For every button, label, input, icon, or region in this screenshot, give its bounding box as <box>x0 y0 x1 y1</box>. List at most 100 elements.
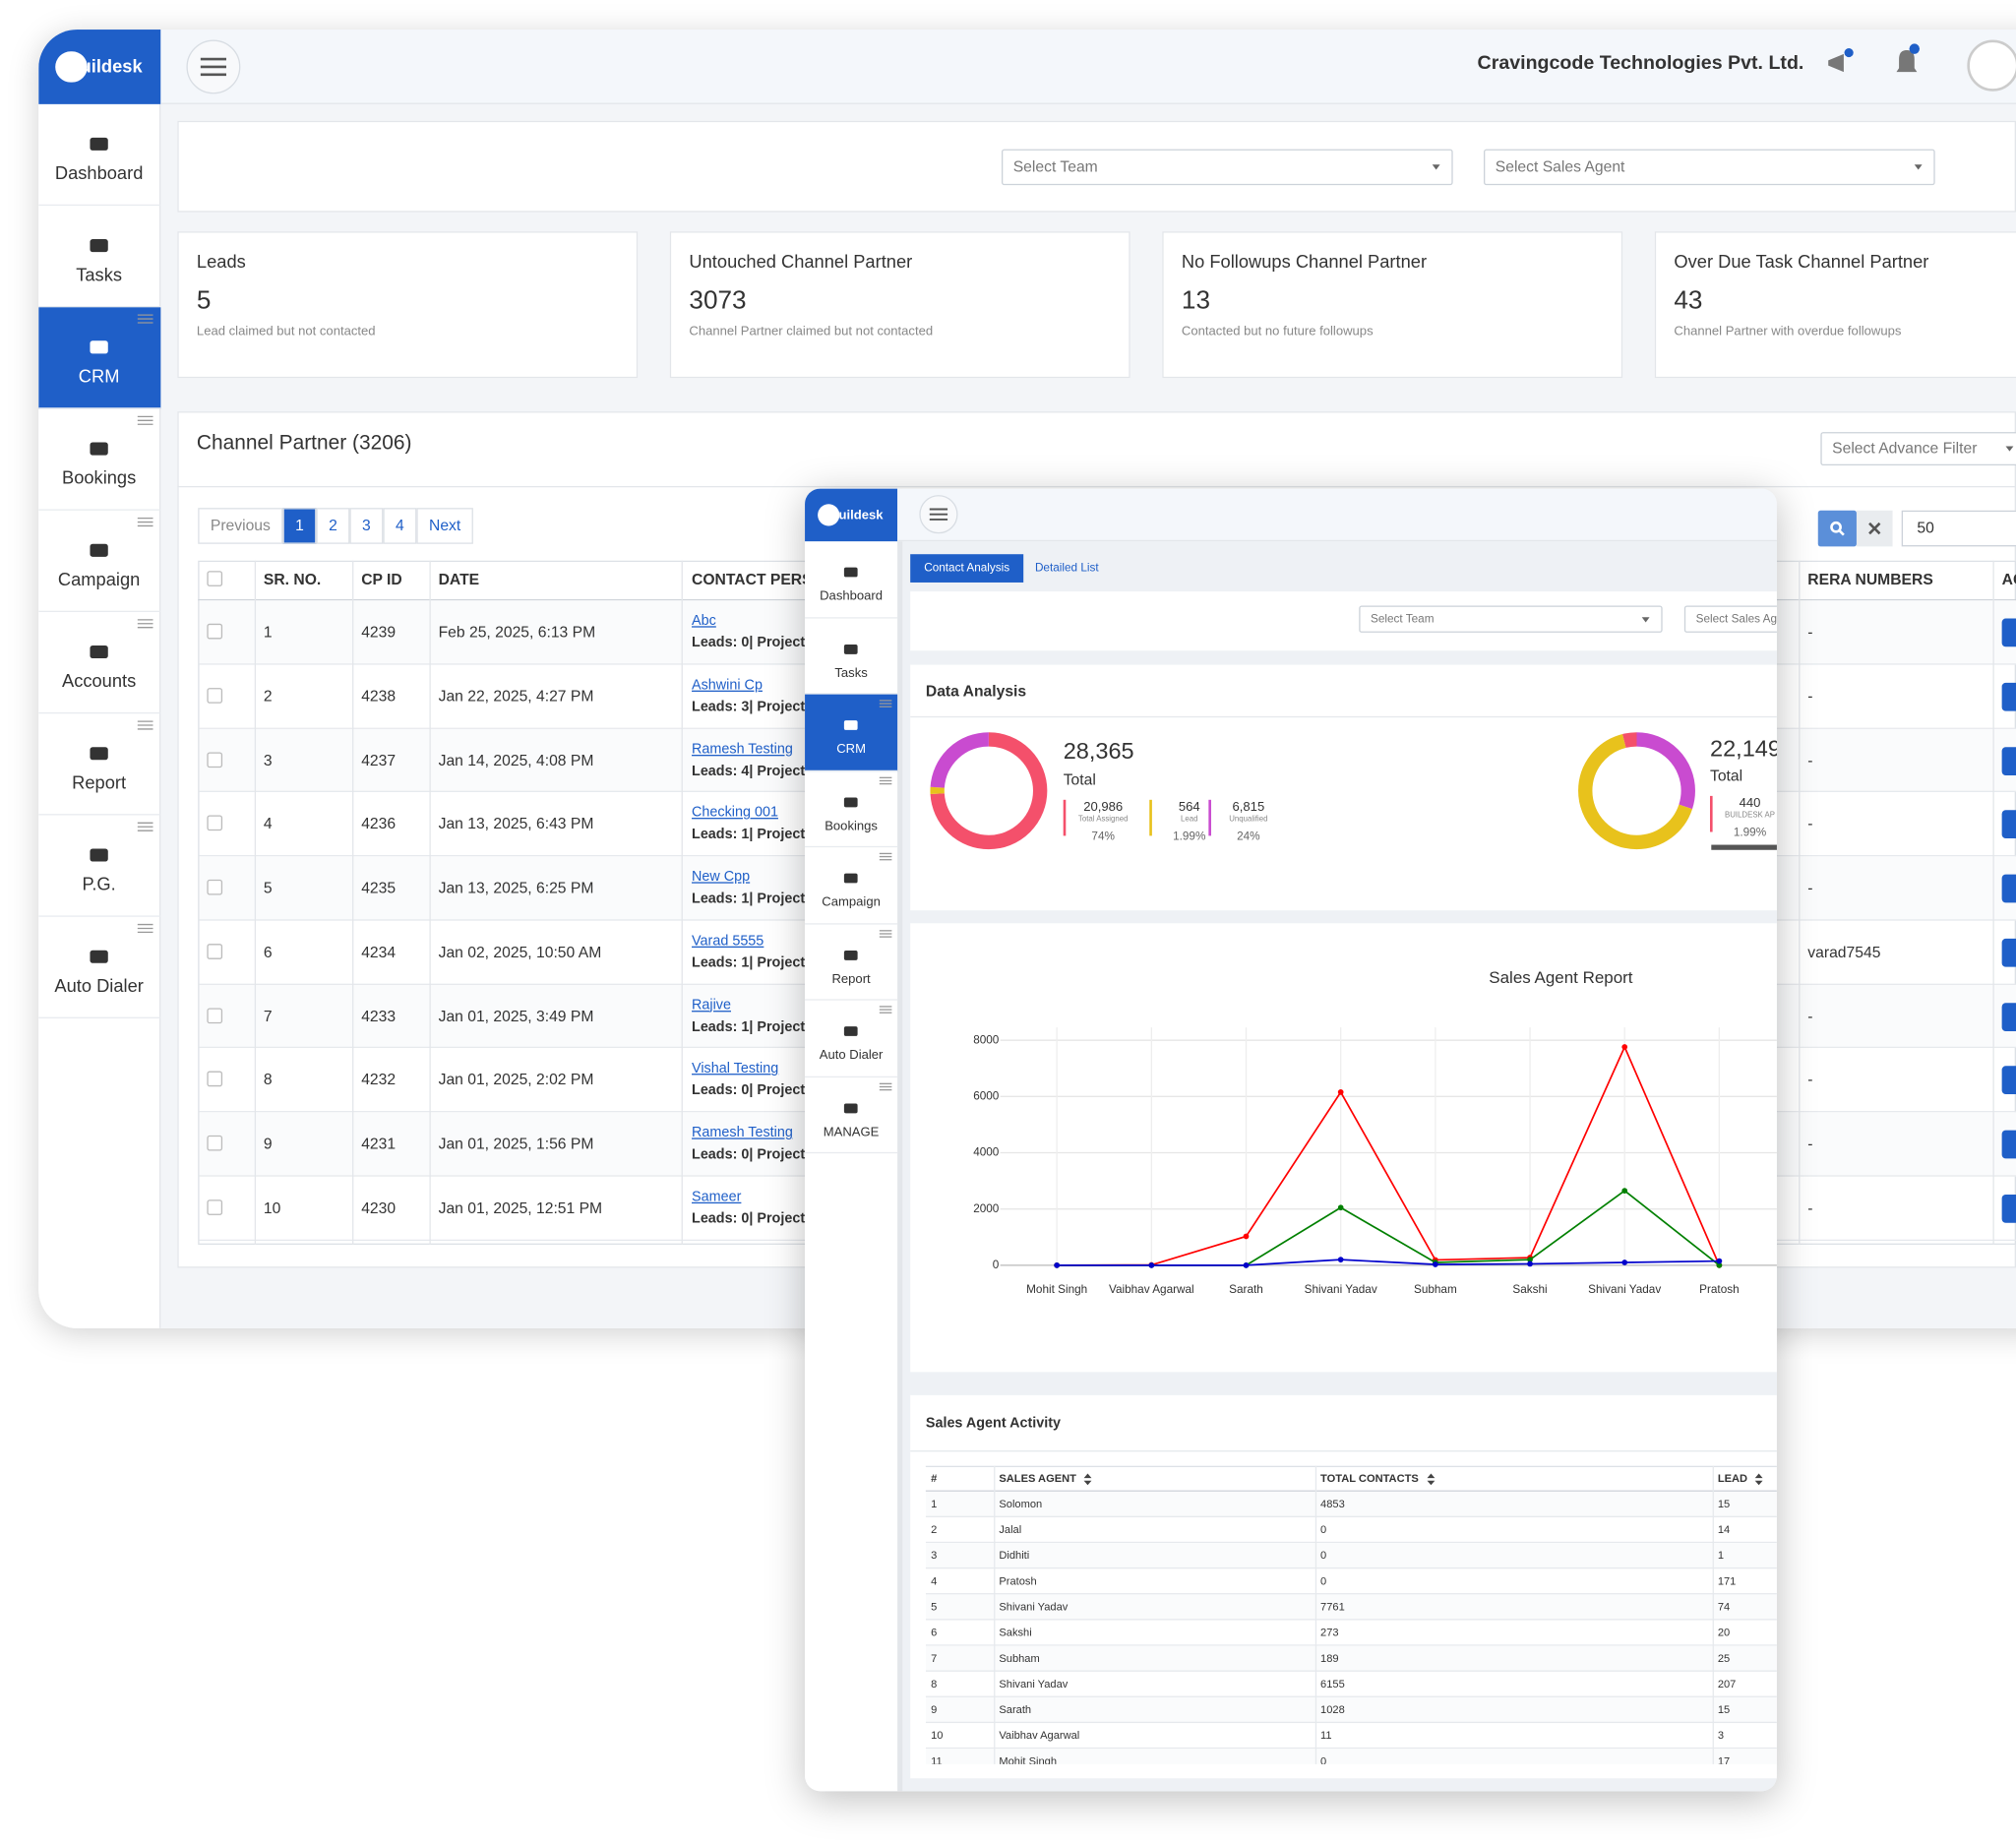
nav-item[interactable] <box>805 924 898 1001</box>
nav-item[interactable] <box>38 815 161 917</box>
announcement-icon <box>1828 48 1854 73</box>
contact-link[interactable]: Ashwini Cp <box>692 677 763 693</box>
x-tick-label: Subham <box>1414 1283 1457 1296</box>
row-checkbox[interactable] <box>207 1199 223 1215</box>
data-point <box>1621 1188 1628 1194</box>
pagination-button[interactable] <box>349 508 384 544</box>
table-row <box>925 1749 1777 1764</box>
action-button[interactable] <box>2001 618 2016 647</box>
select-dropdown[interactable] <box>1484 149 1935 186</box>
icon-shape <box>90 442 108 456</box>
contact-link[interactable]: Varad 5555 <box>692 933 764 950</box>
notification-dot <box>1844 48 1854 58</box>
row-checkbox[interactable] <box>207 1007 223 1023</box>
pagination-button[interactable] <box>198 508 283 544</box>
data-point <box>1621 1044 1628 1050</box>
row-checkbox[interactable] <box>207 687 223 704</box>
action-button[interactable] <box>2001 810 2016 839</box>
cell-cp-id: 4231 <box>361 1135 397 1153</box>
nav-item[interactable] <box>805 541 898 618</box>
contact-link[interactable]: Checking 001 <box>692 805 778 821</box>
pagination-label[interactable]: 1 <box>295 516 304 534</box>
select-all-checkbox[interactable] <box>207 571 223 586</box>
nav-item[interactable] <box>38 409 161 511</box>
action-button[interactable] <box>2001 1002 2016 1031</box>
pagination-button[interactable] <box>282 508 317 544</box>
caret <box>2005 446 2014 452</box>
nav-label: Bookings <box>61 466 137 488</box>
table-cell: Sakshi <box>999 1626 1032 1639</box>
nav-item[interactable] <box>805 618 898 695</box>
contact-link[interactable]: Sameer <box>692 1189 742 1205</box>
tab-label[interactable]: Detailed List <box>1034 560 1099 574</box>
user-avatar[interactable] <box>1967 39 2016 92</box>
row-checkbox[interactable] <box>207 751 223 768</box>
table-cell: 15 <box>1717 1497 1731 1510</box>
action-button[interactable] <box>2001 1194 2016 1223</box>
nav-icon <box>844 644 858 654</box>
page-size-input[interactable] <box>1901 510 2016 547</box>
logo-mark <box>55 51 88 83</box>
search-button[interactable] <box>1817 510 1857 547</box>
pagination-label[interactable]: 3 <box>362 516 371 534</box>
select-placeholder: Select Sales Agent <box>1495 156 1625 176</box>
action-button[interactable] <box>2001 746 2016 775</box>
icon-shape <box>844 1026 858 1036</box>
contact-link[interactable]: Vishal Testing <box>692 1061 779 1077</box>
row-checkbox[interactable] <box>207 623 223 640</box>
contact-link[interactable]: Ramesh Testing <box>692 741 793 757</box>
nav-item[interactable] <box>38 206 161 308</box>
nav-item[interactable] <box>38 104 161 207</box>
select-dropdown[interactable] <box>1359 605 1663 633</box>
pagination-button[interactable] <box>383 508 417 544</box>
contact-link[interactable]: Rajive <box>692 997 731 1014</box>
row-checkbox[interactable] <box>207 943 223 959</box>
cell-rera: - <box>1807 1071 1813 1089</box>
tab-label[interactable]: Contact Analysis <box>924 560 1010 574</box>
column-header: # <box>931 1471 938 1485</box>
contact-link[interactable]: Ramesh Testing <box>692 1125 793 1141</box>
pagination-button[interactable] <box>416 508 473 544</box>
divider <box>910 715 1777 718</box>
pagination-label[interactable]: Next <box>429 516 461 534</box>
action-button[interactable] <box>2001 938 2016 967</box>
table-cell: 4853 <box>1320 1497 1345 1510</box>
select-dropdown[interactable] <box>1683 605 1777 633</box>
cell-rera: - <box>1807 1135 1813 1153</box>
action-button[interactable] <box>2001 1066 2016 1095</box>
select-dropdown[interactable] <box>1001 149 1453 186</box>
progress-bar <box>1711 844 1777 850</box>
select-dropdown[interactable] <box>1820 432 2016 466</box>
nav-item[interactable] <box>805 1076 898 1154</box>
nav-item[interactable] <box>805 770 898 848</box>
nav-item[interactable] <box>805 1001 898 1077</box>
action-button[interactable] <box>2001 1130 2016 1159</box>
action-button[interactable] <box>2001 682 2016 711</box>
pagination-button[interactable] <box>316 508 350 544</box>
nav-item[interactable] <box>38 612 161 714</box>
row-checkbox[interactable] <box>207 1071 223 1087</box>
nav-label: Report <box>72 771 127 793</box>
nav-item[interactable] <box>38 307 161 409</box>
donut-segment <box>930 732 1048 850</box>
nav-item[interactable] <box>38 917 161 1018</box>
contact-link[interactable]: New Cpp <box>692 869 751 885</box>
cell-cp-id: 4237 <box>361 751 397 769</box>
pagination-label[interactable]: 2 <box>329 516 337 534</box>
pagination-label[interactable]: 4 <box>396 516 404 534</box>
drag-handle <box>137 517 153 527</box>
nav-item[interactable] <box>38 511 161 613</box>
row-checkbox[interactable] <box>207 1135 223 1151</box>
donut-chart <box>1578 732 1695 850</box>
action-button[interactable] <box>2001 874 2016 903</box>
nav-item[interactable] <box>38 713 161 816</box>
contact-link[interactable]: Abc <box>692 613 716 629</box>
row-checkbox[interactable] <box>207 815 223 831</box>
nav-item[interactable] <box>805 847 898 924</box>
row-checkbox[interactable] <box>207 879 223 895</box>
activity-table: 1 Solomon 4853 15 2 Jalal 0 14 3 Didhiti 0 1 4 Pratos… <box>925 1466 1777 1764</box>
tab-active[interactable] <box>910 554 1024 583</box>
nav-icon <box>844 1102 858 1113</box>
table-cell: 10 <box>931 1728 944 1742</box>
pagination-label[interactable]: Previous <box>210 516 271 534</box>
